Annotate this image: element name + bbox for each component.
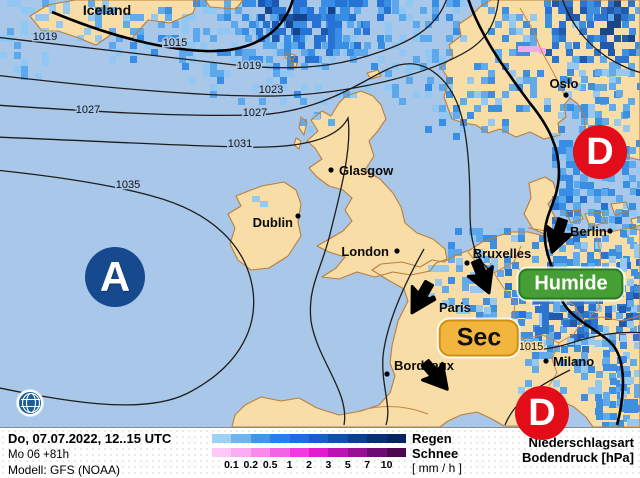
svg-text:London: London [341,244,389,259]
city-marker-oslo: Oslo [550,76,579,98]
legend-color-step [367,434,387,443]
legend-threshold-value: 0.5 [262,459,278,471]
isobar-label: 1031 [228,138,252,150]
isobar-label: 1023 [259,84,283,96]
pressure-unit-label: Bodendruck [hPa] [522,450,634,465]
surface-pressure-precipitation-map: 1019 1015 1019 1023 1027 1027 1031 1035 1015 Ice… [0,0,640,427]
legend-color-step [309,448,329,457]
legend-color-step [212,434,232,443]
isobar-label: 1015 [519,341,543,353]
legend-color-step [386,434,407,443]
precipitation-legend: 0.1 0.2 0.5 1 2 3 5 7 10 [212,434,407,471]
valid-time-label: Do, 07.07.2022, 12..15 UTC [8,431,172,446]
city-marker-london: London [341,244,400,259]
legend-threshold-labels: 0.1 0.2 0.5 1 2 3 5 7 10 [212,458,406,471]
site-logo-globe-icon [16,389,44,417]
svg-text:Berlin: Berlin [570,224,607,239]
legend-color-step [270,434,290,443]
legend-color-step [231,434,251,443]
legend-unit-label: [ mm / h ] [412,461,463,475]
legend-color-step [250,434,271,443]
precip-type-label: Niederschlagsart [528,435,635,450]
legend-threshold-value: 5 [344,459,351,471]
legend-color-step [347,448,368,457]
legend-color-step [347,434,368,443]
snow-color-scale [212,448,407,457]
svg-text:Oslo: Oslo [550,76,579,91]
legend-threshold-value: 0.1 [224,459,239,471]
legend-color-step [309,434,329,443]
svg-text:Milano: Milano [553,354,594,369]
isobar-label: 1015 [163,37,187,49]
legend-threshold-value: 0.2 [243,459,259,471]
city-marker-milano: Milano [543,354,594,369]
isobar-label: 1019 [33,31,57,43]
map-type-caption: Niederschlagsart Bodendruck [hPa] [522,435,634,465]
rain-caption: Regen [412,431,452,446]
legend-threshold-value: 3 [325,459,332,471]
isobars [0,0,640,426]
isobar-label: 1035 [116,179,140,191]
rain-color-scale [212,434,407,443]
legend-threshold-value: 10 [380,459,393,471]
isobar-label: 1027 [76,104,100,116]
legend-threshold-value: 1 [286,459,293,471]
city-marker-dublin: Dublin [253,213,301,230]
legend-color-step [231,448,251,457]
legend-color-step [328,448,348,457]
legend-color-step [270,448,290,457]
city-marker-glasgow: Glasgow [328,163,394,178]
region-label-iceland: Iceland [83,2,131,18]
city-marker-berlin: Berlin [570,224,613,239]
legend-color-step [250,448,271,457]
svg-text:Paris: Paris [439,300,471,315]
city-markers: Iceland Oslo Glasgow Dublin London Bruxelles P… [83,2,613,377]
legend-color-step [386,448,407,457]
legend-color-step [328,434,348,443]
legend-captions: Regen Schnee [ mm / h ] [412,431,462,475]
legend-color-step [289,448,310,457]
svg-text:Bordeaux: Bordeaux [394,358,455,373]
snow-caption: Schnee [412,446,459,461]
legend-color-step [367,448,387,457]
isobar-labels: 1019 1015 1019 1023 1027 1027 1031 1035 1015 [31,30,544,355]
legend-threshold-value: 2 [306,459,312,471]
isobar-label: 1019 [237,60,261,72]
model-run-info: Do, 07.07.2022, 12..15 UTC Mo 06 +81h Mo… [8,431,171,477]
footer-bar: Do, 07.07.2022, 12..15 UTC Mo 06 +81h Mo… [0,427,640,478]
legend-color-step [289,434,310,443]
svg-text:Bruxelles: Bruxelles [473,246,532,261]
legend-color-step [212,448,232,457]
legend-threshold-value: 7 [364,459,371,471]
run-forecast-hour-label: Mo 06 +81h [8,449,70,461]
svg-text:Dublin: Dublin [253,215,293,230]
svg-text:Glasgow: Glasgow [339,163,394,178]
model-name-label: Modell: GFS (NOAA) [8,463,121,477]
isobar-label: 1027 [243,107,267,119]
